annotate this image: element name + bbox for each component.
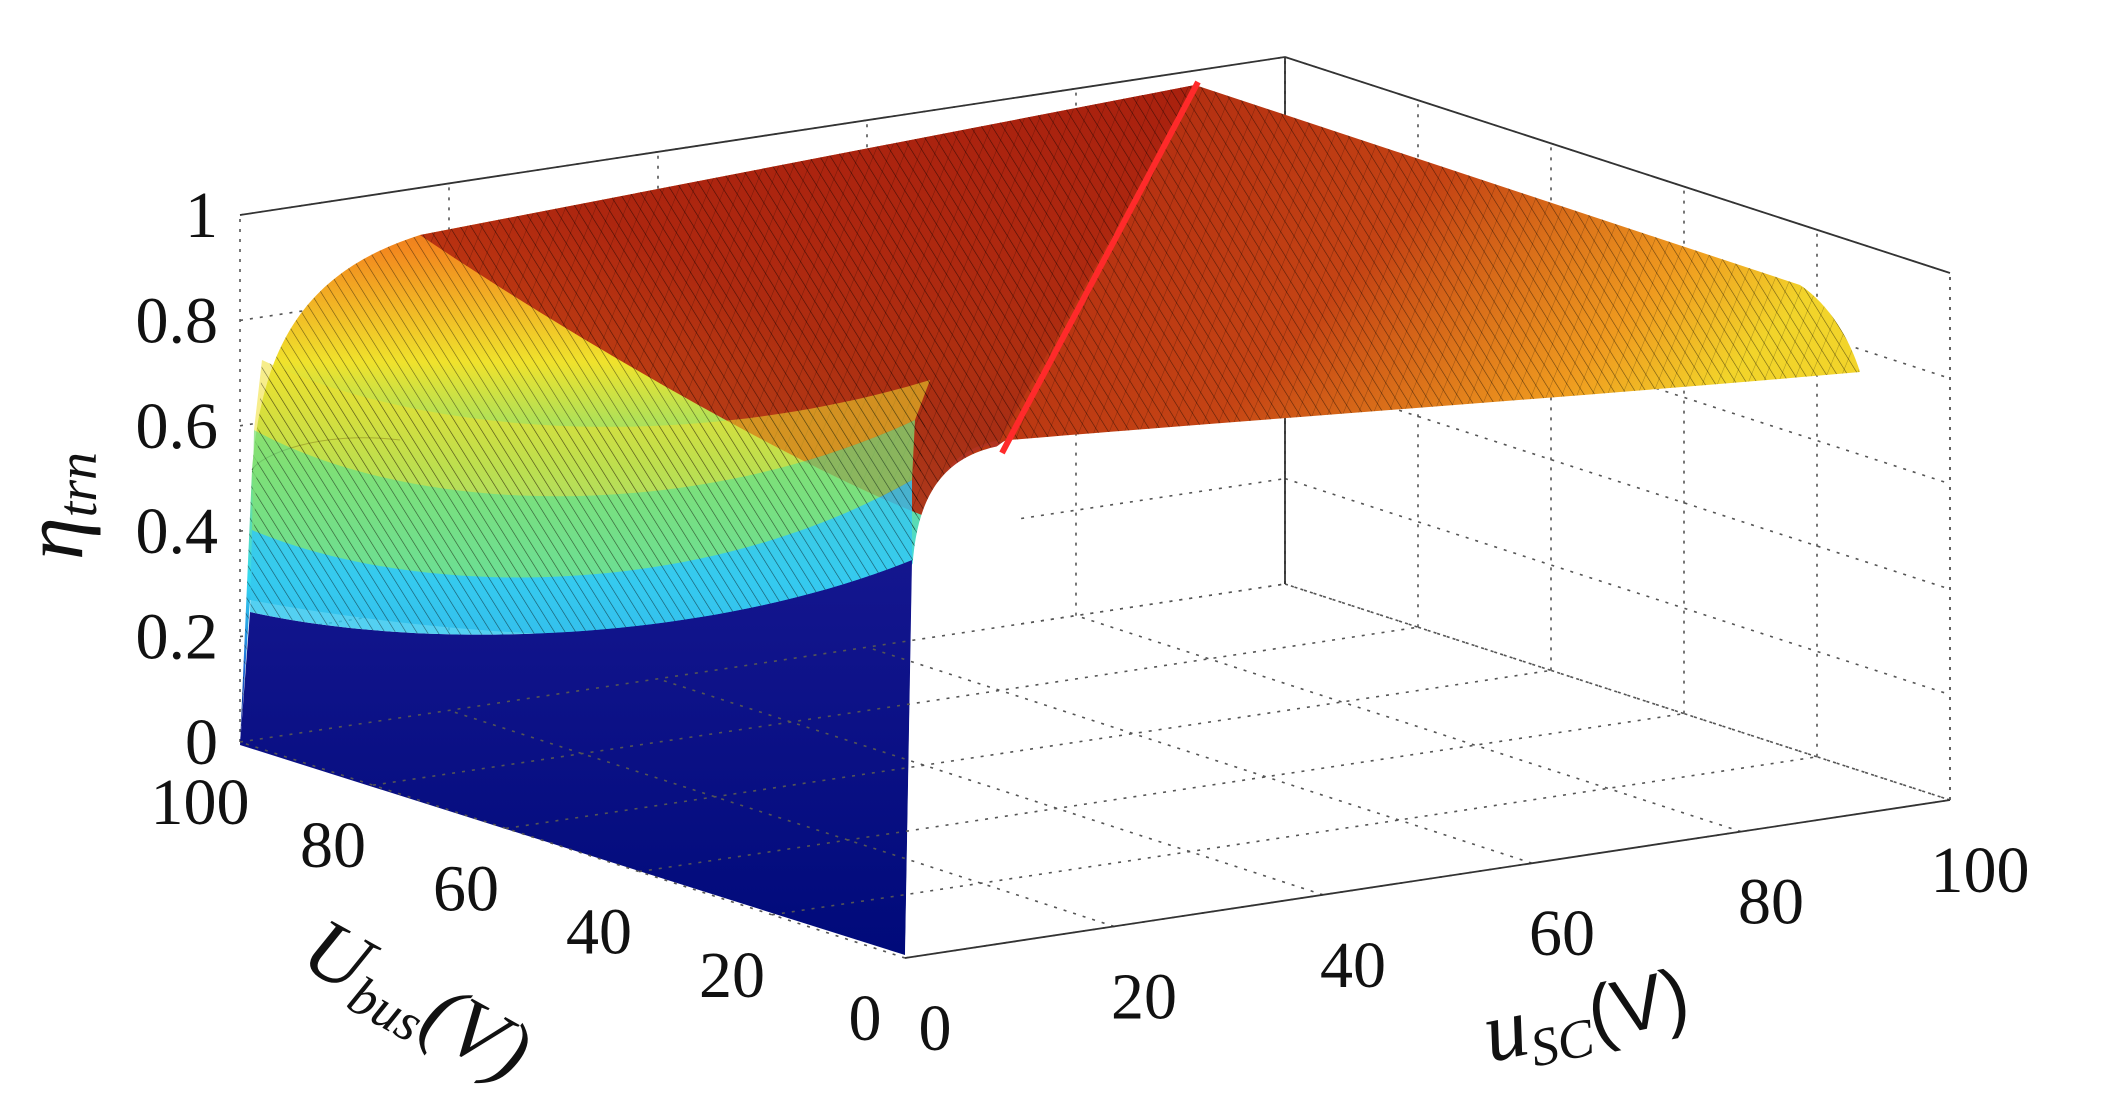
- z-tick-label: 0.8: [136, 284, 219, 357]
- z-tick-label: 0: [185, 706, 218, 779]
- y-tick-label: 20: [1111, 960, 1177, 1033]
- z-tick-label: 0.2: [136, 601, 219, 674]
- y-tick-label: 40: [1320, 929, 1386, 1002]
- x-tick-label: 100: [151, 766, 250, 839]
- efficiency-surface: [240, 85, 1860, 1000]
- z-tick-label: 0.6: [136, 390, 219, 463]
- z-tick-label: 0.4: [136, 495, 219, 568]
- y-tick-label: 100: [1931, 834, 2030, 907]
- x-tick-label: 80: [300, 809, 366, 882]
- y-tick-label: 80: [1738, 866, 1804, 939]
- z-axis-label: ηtrn: [5, 452, 109, 560]
- floor-grid: [239, 273, 1951, 959]
- x-tick-label: 60: [433, 852, 499, 925]
- ridge-line: [999, 80, 1201, 455]
- z-tick-label: 1: [185, 179, 218, 252]
- y-tick-label: 0: [919, 992, 952, 1065]
- x-tick-label: 20: [699, 939, 765, 1012]
- y-tick-label: 60: [1529, 897, 1595, 970]
- x-tick-label: 40: [566, 896, 632, 969]
- x-tick-label: 0: [849, 982, 882, 1055]
- surface-front-wall: [240, 560, 912, 955]
- x-axis-label: Ubus(V): [285, 900, 546, 1104]
